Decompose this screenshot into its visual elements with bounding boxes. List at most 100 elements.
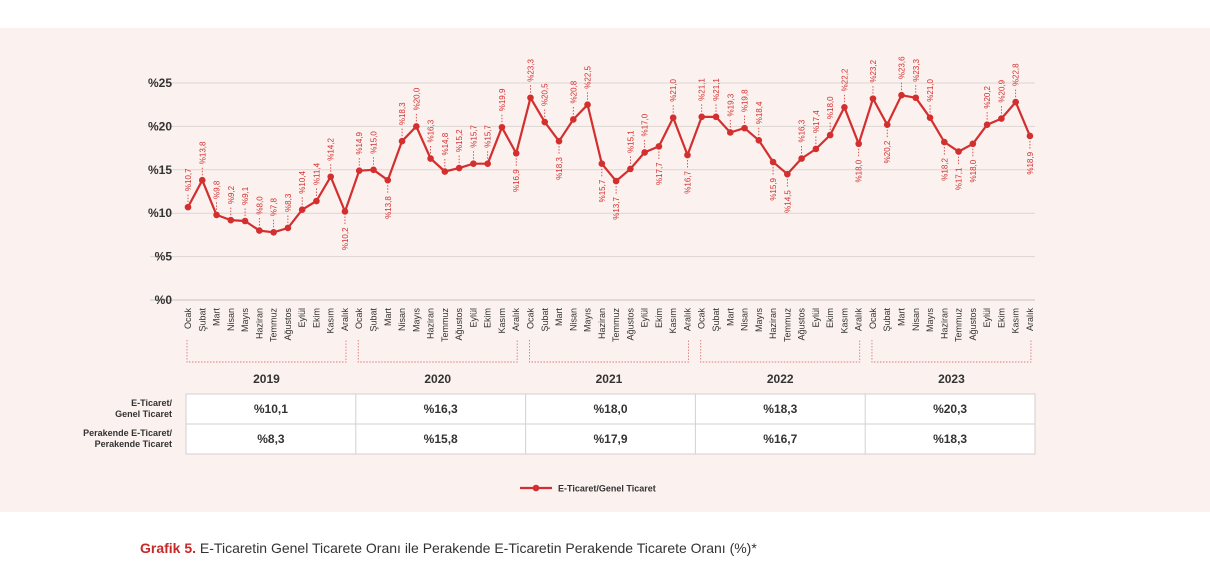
data-label: %15,0 [370,131,379,154]
data-point [527,94,534,102]
data-label: %13,8 [198,141,207,164]
data-label: %19,8 [741,89,750,112]
data-point [541,118,549,126]
data-label: %20,5 [541,83,550,106]
x-tick-label: Eylül [982,308,992,328]
data-label: %9,2 [227,185,236,204]
legend-label: E-Ticaret/Genel Ticaret [558,484,656,494]
data-label: %22,2 [840,68,849,91]
table-cell: %20,3 [933,402,967,416]
data-label: %23,3 [912,59,921,82]
data-label: %16,3 [798,119,807,142]
data-point [427,155,434,162]
x-tick-label: Mart [554,308,564,326]
data-label: %20,0 [412,87,421,110]
x-tick-label: Mart [383,308,393,326]
data-point [869,95,877,102]
year-bracket [871,340,1032,363]
data-label: %21,1 [712,78,721,101]
x-tick-label: Şubat [882,308,892,332]
data-label: %19,3 [726,93,735,116]
data-label: %20,2 [883,140,892,163]
data-point [313,197,320,205]
x-tick-label: Ekim [996,308,1006,328]
x-tick-label: Nisan [911,308,921,331]
x-tick-label: Nisan [568,308,578,331]
x-tick-label: Mart [212,308,222,326]
data-point [341,208,349,215]
data-point [398,137,406,145]
x-tick-label: Nisan [226,308,236,331]
y-tick-label: %25 [148,76,172,90]
x-tick-label: Eylül [811,308,821,328]
data-point [241,217,249,225]
table-cell: %15,8 [424,432,458,446]
x-tick-label: Aralık [1025,308,1035,332]
data-label: %20,9 [997,79,1006,102]
x-tick-label: Haziran [597,308,607,339]
x-tick-label: Kasım [839,308,849,334]
x-tick-label: Aralık [854,308,864,332]
x-tick-label: Haziran [426,308,436,339]
table-row-header: E-Ticaret/Genel Ticaret [115,398,172,419]
data-label: %23,3 [526,59,535,82]
data-label: %15,1 [626,130,635,153]
data-label: %17,1 [955,167,964,190]
data-label: %11,4 [312,162,321,185]
data-label: %20,2 [983,85,992,108]
data-label: %8,0 [255,196,264,215]
data-label: %15,7 [484,124,493,147]
year-label: 2023 [938,372,965,386]
data-point [655,143,663,150]
data-point [784,170,791,178]
data-label: %16,9 [512,169,521,192]
x-tick-label: Şubat [711,308,721,332]
table-cell: %18,3 [763,402,797,416]
data-label: %7,8 [270,198,279,217]
data-point [1012,98,1019,106]
data-label: %15,7 [598,179,607,202]
x-tick-label: Şubat [540,308,550,332]
x-tick-label: Ocak [868,308,878,330]
data-point [926,114,934,122]
x-tick-label: Ağustos [968,308,978,341]
data-point [712,113,720,121]
data-point [256,227,263,234]
data-label: %21,1 [698,78,707,101]
data-label: %18,0 [826,96,835,119]
x-tick-label: Aralık [511,308,521,332]
x-tick-label: Temmuz [611,308,621,343]
table-cell: %10,1 [254,402,288,416]
x-tick-label: Temmuz [440,308,450,343]
year-label: 2021 [596,372,623,386]
x-tick-label: Ağustos [797,308,807,341]
data-point [955,148,962,155]
data-point [612,177,620,185]
data-label: %15,2 [455,129,464,152]
data-label: %17,4 [812,110,821,133]
data-label: %18,4 [755,101,764,124]
table-cell: %17,9 [593,432,627,446]
x-tick-label: Eylül [468,308,478,328]
data-label: %20,8 [569,80,578,103]
x-tick-label: Ekim [825,308,835,328]
data-label: %14,2 [327,138,336,161]
x-tick-label: Mayıs [240,308,250,333]
data-point [413,123,420,130]
data-label: %18,0 [969,159,978,182]
data-label: %14,5 [783,190,792,213]
data-label: %23,2 [869,59,878,82]
data-point [284,224,292,232]
x-tick-label: Haziran [254,308,264,339]
data-label: %17,7 [655,162,664,185]
data-point [484,160,491,168]
data-point [1026,132,1034,140]
x-tick-label: Eylül [297,308,307,328]
x-tick-label: Eylül [640,308,650,328]
data-label: %23,6 [898,56,907,79]
table-cell: %16,7 [763,432,797,446]
x-tick-label: Temmuz [269,308,279,343]
year-bracket [186,340,347,363]
data-point [184,203,192,211]
x-tick-label: Ağustos [454,308,464,341]
